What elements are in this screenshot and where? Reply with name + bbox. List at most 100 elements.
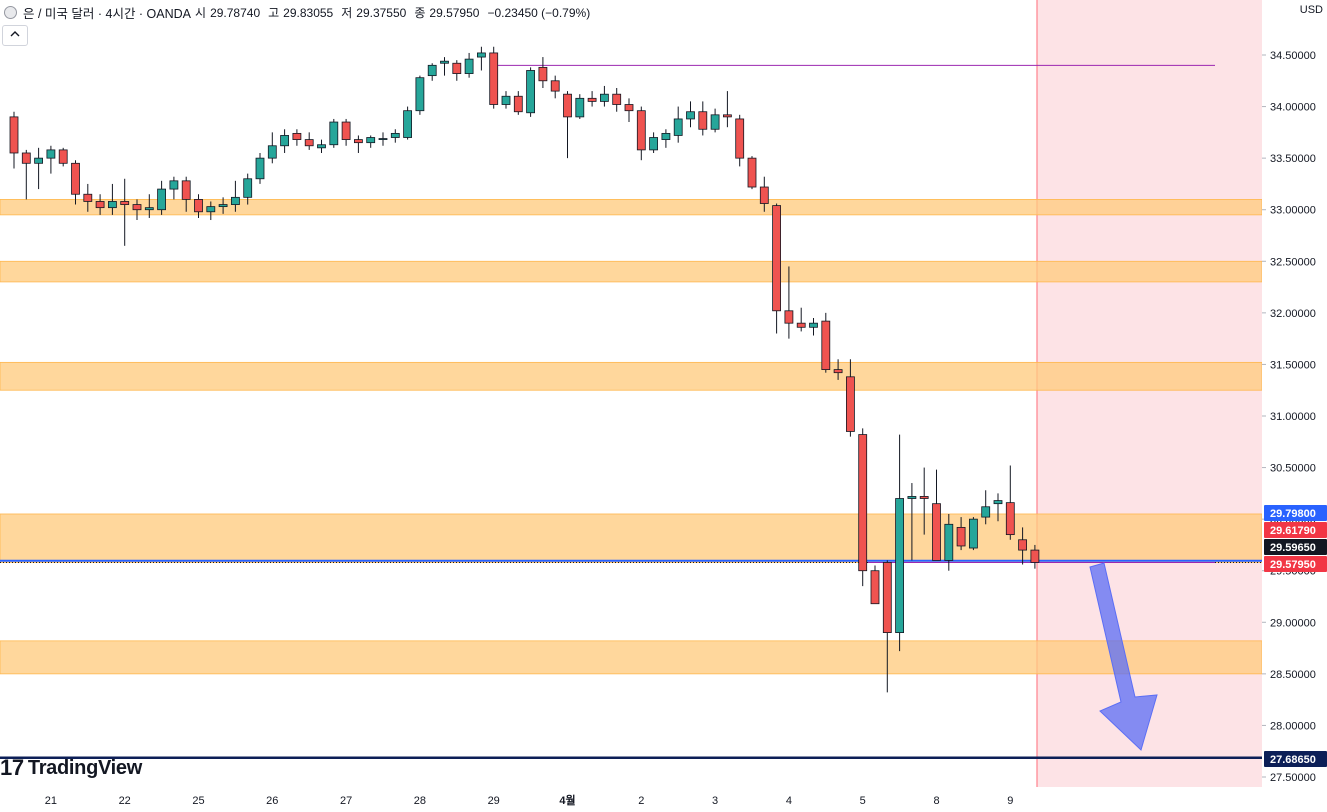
candle-body bbox=[71, 162, 80, 195]
candle[interactable] bbox=[600, 85, 609, 107]
candle[interactable] bbox=[403, 106, 413, 140]
candle[interactable] bbox=[821, 312, 831, 373]
down-arrow-drawing[interactable] bbox=[1089, 562, 1158, 751]
candle[interactable] bbox=[858, 428, 868, 587]
candle[interactable] bbox=[206, 201, 216, 221]
candle[interactable] bbox=[636, 106, 646, 161]
candle[interactable] bbox=[255, 152, 265, 184]
candle[interactable] bbox=[243, 173, 253, 205]
candle[interactable] bbox=[563, 91, 572, 159]
candle[interactable] bbox=[1030, 544, 1040, 569]
candle[interactable] bbox=[476, 46, 486, 71]
candle[interactable] bbox=[83, 183, 93, 212]
candle[interactable] bbox=[932, 469, 941, 561]
candle[interactable] bbox=[304, 132, 314, 150]
candle[interactable] bbox=[292, 129, 302, 146]
candle[interactable] bbox=[71, 160, 80, 205]
candle[interactable] bbox=[280, 129, 290, 153]
candle[interactable] bbox=[710, 108, 720, 133]
candle[interactable] bbox=[1018, 527, 1027, 565]
candle[interactable] bbox=[440, 57, 449, 76]
price-tick-label: 29.00000 bbox=[1270, 617, 1316, 629]
collapse-legend-button[interactable] bbox=[2, 25, 28, 46]
candle[interactable] bbox=[390, 129, 400, 143]
candle[interactable] bbox=[144, 194, 154, 218]
candle[interactable] bbox=[526, 67, 535, 117]
candle[interactable] bbox=[108, 183, 117, 215]
candle[interactable] bbox=[747, 156, 757, 190]
candle-body bbox=[58, 149, 68, 164]
candle[interactable] bbox=[882, 560, 892, 693]
symbol-title[interactable]: 은 / 미국 달러 · 4시간 · OANDA bbox=[23, 7, 192, 21]
candle[interactable] bbox=[735, 114, 745, 167]
candle[interactable] bbox=[956, 517, 966, 551]
candle[interactable] bbox=[796, 307, 806, 332]
candle[interactable] bbox=[317, 139, 326, 153]
candle[interactable] bbox=[21, 149, 31, 200]
candle[interactable] bbox=[267, 132, 277, 164]
sr-zone-2[interactable] bbox=[0, 260, 1263, 283]
candle[interactable] bbox=[723, 91, 732, 128]
candle[interactable] bbox=[353, 135, 363, 153]
candle[interactable] bbox=[538, 57, 548, 89]
currency-label[interactable]: USD bbox=[1299, 4, 1323, 16]
candle[interactable] bbox=[981, 490, 991, 525]
candle[interactable] bbox=[661, 129, 671, 148]
tradingview-logo[interactable]: 17 TradingView bbox=[0, 755, 142, 781]
candle[interactable] bbox=[341, 118, 351, 146]
candle[interactable] bbox=[513, 91, 523, 115]
candle[interactable] bbox=[944, 513, 954, 571]
candle[interactable] bbox=[501, 91, 511, 109]
candle[interactable] bbox=[464, 52, 474, 78]
candle[interactable] bbox=[686, 101, 695, 128]
sr-zone-1[interactable] bbox=[0, 198, 1263, 216]
candle[interactable] bbox=[698, 101, 708, 136]
candle[interactable] bbox=[169, 176, 179, 200]
candle[interactable] bbox=[772, 203, 781, 334]
candle[interactable] bbox=[870, 565, 880, 605]
candle[interactable] bbox=[895, 434, 904, 652]
candle[interactable] bbox=[132, 199, 142, 221]
candle[interactable] bbox=[759, 176, 769, 212]
candle[interactable] bbox=[550, 75, 560, 99]
candle[interactable] bbox=[9, 111, 19, 169]
candle[interactable] bbox=[329, 118, 339, 148]
sr-zone-4[interactable] bbox=[0, 513, 1263, 563]
candle[interactable] bbox=[427, 63, 437, 81]
candle[interactable] bbox=[846, 359, 855, 437]
candle[interactable] bbox=[575, 94, 585, 119]
candle[interactable] bbox=[120, 178, 130, 246]
candle[interactable] bbox=[58, 147, 68, 167]
candle[interactable] bbox=[366, 135, 376, 148]
candle[interactable] bbox=[993, 493, 1003, 522]
time-axis[interactable] bbox=[0, 787, 1327, 812]
candle[interactable] bbox=[489, 46, 499, 109]
candle[interactable] bbox=[1005, 465, 1015, 540]
price-axis[interactable] bbox=[1262, 0, 1327, 812]
candle[interactable] bbox=[452, 60, 462, 81]
candle[interactable] bbox=[218, 197, 228, 214]
candle[interactable] bbox=[181, 176, 191, 212]
candle[interactable] bbox=[809, 318, 818, 336]
candle[interactable] bbox=[378, 132, 388, 146]
candle[interactable] bbox=[833, 359, 843, 380]
candle[interactable] bbox=[907, 483, 917, 561]
candle[interactable] bbox=[649, 132, 658, 153]
candle[interactable] bbox=[624, 98, 634, 123]
candle[interactable] bbox=[415, 75, 425, 115]
candle[interactable] bbox=[612, 88, 622, 112]
candle[interactable] bbox=[230, 180, 240, 212]
candle[interactable] bbox=[34, 147, 43, 190]
candle[interactable] bbox=[587, 91, 597, 107]
candle[interactable] bbox=[157, 180, 167, 215]
sr-zone-3[interactable] bbox=[0, 361, 1263, 391]
candle[interactable] bbox=[784, 266, 794, 339]
candle[interactable] bbox=[673, 106, 683, 143]
candle[interactable] bbox=[46, 145, 56, 174]
candle[interactable] bbox=[194, 194, 203, 218]
candle[interactable] bbox=[969, 517, 978, 551]
candle[interactable] bbox=[95, 194, 105, 215]
sr-zone-5[interactable] bbox=[0, 640, 1263, 675]
candle[interactable] bbox=[919, 467, 929, 535]
